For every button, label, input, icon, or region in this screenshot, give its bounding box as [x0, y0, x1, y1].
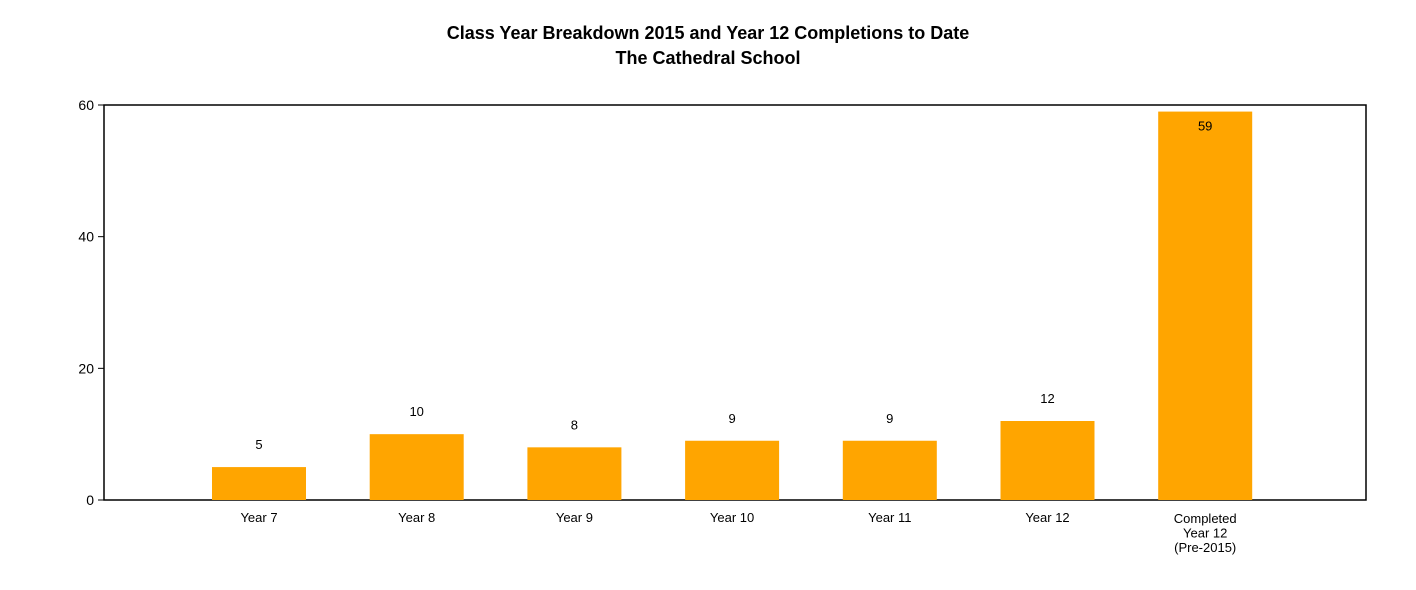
- chart-title: Class Year Breakdown 2015 and Year 12 Co…: [446, 23, 970, 43]
- x-category-label: Year 11: [868, 510, 911, 525]
- chart-subtitle: The Cathedral School: [615, 48, 801, 68]
- bar: [685, 440, 780, 500]
- x-category-label-line: Year 10: [710, 510, 754, 525]
- bar: [527, 447, 622, 500]
- x-category-label-line: Year 8: [398, 510, 435, 525]
- x-category-label-line: Year 11: [868, 510, 911, 525]
- x-category-label: Year 12: [1025, 510, 1069, 525]
- x-category-label: Year 10: [710, 510, 754, 525]
- x-category-label-line: Year 12: [1025, 510, 1069, 525]
- bar: [212, 467, 306, 500]
- y-tick-label: 20: [78, 360, 94, 376]
- x-category-label-line: Year 12: [1183, 526, 1227, 541]
- x-category-label-line: Year 7: [240, 510, 277, 525]
- bar: [369, 434, 464, 500]
- x-category-label: Year 8: [398, 510, 435, 525]
- x-category-label-line: (Pre-2015): [1174, 540, 1236, 555]
- data-label: 10: [409, 404, 423, 419]
- bar: [1158, 111, 1253, 500]
- data-label: 59: [1198, 119, 1212, 134]
- bar: [842, 440, 937, 500]
- y-tick-label: 0: [86, 492, 94, 508]
- data-label: 9: [886, 411, 893, 426]
- x-category-label: Year 9: [556, 510, 593, 525]
- x-category-label: Completed Year 12 (Pre-2015): [1174, 511, 1237, 555]
- x-category-label-line: Year 9: [556, 510, 593, 525]
- x-category-label: Year 7: [240, 510, 277, 525]
- y-tick-label: 60: [78, 97, 94, 113]
- data-label: 8: [571, 417, 578, 432]
- data-label: 5: [255, 437, 262, 452]
- bar: [1000, 421, 1095, 500]
- x-category-label-line: Completed: [1174, 511, 1237, 526]
- y-tick-label: 40: [78, 229, 94, 245]
- data-label: 9: [728, 411, 735, 426]
- data-label: 12: [1040, 391, 1054, 406]
